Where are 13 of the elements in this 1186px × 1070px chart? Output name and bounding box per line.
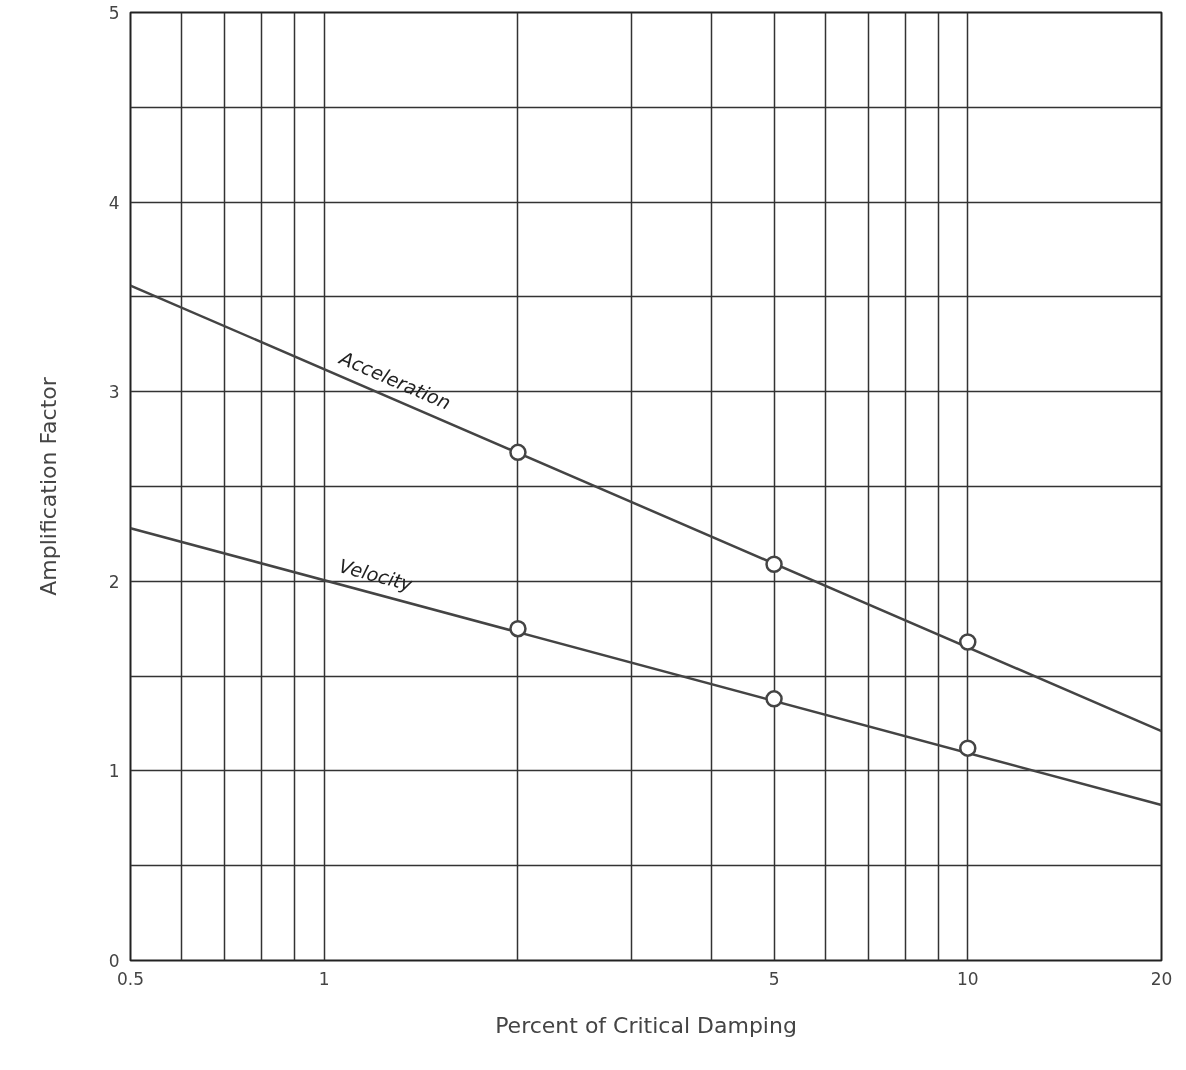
x-tick-label: 5 [768,968,780,989]
x-tick-label: 20 [1150,968,1173,989]
x-tick-label: 10 [956,968,979,989]
y-tick-label: 0 [108,951,120,971]
y-tick-label: 3 [108,382,120,403]
x-tick-label: 0.5 [116,968,145,989]
y-tick-label: 2 [108,571,120,592]
y-tick-label: 4 [108,192,120,213]
y-axis-title: Amplification Factor [35,376,61,596]
y-tick-label: 5 [108,3,120,23]
y-tick-label: 1 [108,761,120,782]
x-axis-title: Percent of Critical Damping [495,1012,797,1038]
x-tick-label: 1 [318,968,330,989]
